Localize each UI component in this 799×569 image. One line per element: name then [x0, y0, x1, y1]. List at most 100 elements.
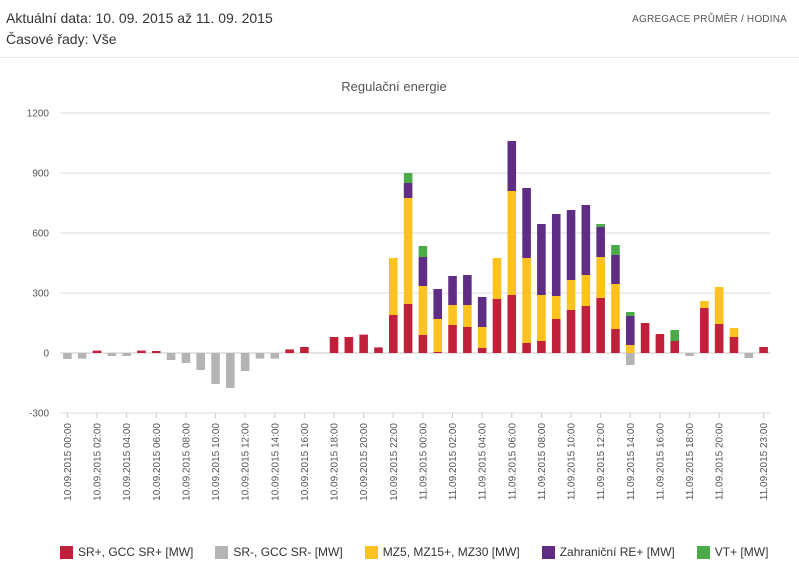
- bar-segment[interactable]: [625, 353, 635, 365]
- bar-segment[interactable]: [344, 337, 354, 353]
- bar-segment[interactable]: [418, 246, 428, 257]
- bar-segment[interactable]: [507, 295, 517, 353]
- bar-segment[interactable]: [611, 245, 620, 255]
- bar-segment[interactable]: [566, 280, 576, 310]
- bar-segment[interactable]: [270, 353, 280, 359]
- bar-segment[interactable]: [625, 312, 635, 316]
- bar-segment[interactable]: [492, 258, 502, 299]
- bar-segment[interactable]: [403, 304, 413, 353]
- bar-segment[interactable]: [507, 191, 517, 295]
- bar-segment[interactable]: [611, 329, 620, 353]
- bar-segment[interactable]: [388, 315, 398, 353]
- bar-segment[interactable]: [507, 141, 517, 191]
- bar-segment[interactable]: [566, 310, 576, 353]
- bar-segment[interactable]: [611, 284, 620, 329]
- bar-segment[interactable]: [63, 353, 72, 359]
- bar-segment[interactable]: [240, 353, 250, 371]
- bar-segment[interactable]: [448, 276, 457, 305]
- bar-segment[interactable]: [640, 323, 650, 353]
- bar-segment[interactable]: [714, 287, 724, 324]
- bar-segment[interactable]: [463, 275, 472, 305]
- bar-segment[interactable]: [477, 327, 487, 348]
- bar-segment[interactable]: [403, 198, 413, 304]
- x-tick-label: 10.09.2015 08:00: [181, 423, 192, 501]
- bar-segment[interactable]: [137, 350, 146, 353]
- legend-item[interactable]: VT+ [MW]: [696, 545, 768, 559]
- bar-segment[interactable]: [700, 308, 709, 353]
- legend-item[interactable]: SR-, GCC SR- [MW]: [215, 545, 343, 559]
- bar-segment[interactable]: [181, 353, 191, 363]
- bar-segment[interactable]: [522, 188, 531, 258]
- bar-segment[interactable]: [122, 353, 131, 356]
- bar-segment[interactable]: [463, 327, 472, 353]
- bar-segment[interactable]: [433, 319, 443, 352]
- bar-segment[interactable]: [151, 351, 161, 353]
- bar-segment[interactable]: [537, 295, 546, 341]
- bar-segment[interactable]: [418, 335, 428, 353]
- bar-segment[interactable]: [566, 210, 576, 280]
- bar-segment[interactable]: [581, 306, 591, 353]
- bar-segment[interactable]: [700, 301, 709, 308]
- bar-segment[interactable]: [596, 224, 605, 227]
- bar-segment[interactable]: [551, 214, 561, 296]
- bar-segment[interactable]: [670, 341, 680, 353]
- legend-item[interactable]: MZ5, MZ15+, MZ30 [MW]: [364, 545, 520, 559]
- aggregation-label[interactable]: AGREGACE PRŮMĚR / HODINA: [632, 14, 787, 25]
- bar-segment[interactable]: [581, 275, 591, 306]
- x-tick-label: 10.09.2015 00:00: [63, 423, 74, 501]
- bar-segment[interactable]: [522, 343, 531, 353]
- legend-label: Zahraniční RE+ [MW]: [559, 545, 675, 559]
- bar-segment[interactable]: [403, 183, 413, 198]
- bar-segment[interactable]: [418, 286, 428, 335]
- bar-segment[interactable]: [625, 316, 635, 345]
- bar-segment[interactable]: [403, 173, 413, 183]
- bar-segment[interactable]: [477, 348, 487, 353]
- bar-segment[interactable]: [107, 353, 117, 356]
- bar-segment[interactable]: [300, 347, 309, 353]
- bar-segment[interactable]: [581, 205, 591, 275]
- bar-segment[interactable]: [329, 337, 339, 353]
- bar-segment[interactable]: [374, 347, 383, 353]
- x-tick-label: 11.09.2015 06:00: [507, 423, 518, 501]
- bar-segment[interactable]: [166, 353, 176, 360]
- bar-segment[interactable]: [744, 353, 754, 358]
- bar-segment[interactable]: [714, 324, 724, 353]
- bar-segment[interactable]: [433, 352, 443, 353]
- bar-segment[interactable]: [492, 299, 502, 353]
- bar-segment[interactable]: [92, 350, 102, 353]
- y-tick-label: 1200: [27, 109, 50, 120]
- bar-segment[interactable]: [359, 334, 368, 353]
- bar-segment[interactable]: [448, 325, 457, 353]
- bar-segment[interactable]: [388, 258, 398, 315]
- bar-segment[interactable]: [537, 224, 546, 295]
- bar-segment[interactable]: [211, 353, 220, 384]
- bar-segment[interactable]: [196, 353, 206, 370]
- bar-segment[interactable]: [596, 298, 605, 353]
- bar-segment[interactable]: [551, 319, 561, 353]
- bar-segment[interactable]: [670, 330, 680, 341]
- bar-segment[interactable]: [596, 257, 605, 298]
- bar-segment[interactable]: [226, 353, 235, 388]
- bar-segment[interactable]: [433, 289, 443, 319]
- bar-segment[interactable]: [477, 297, 487, 327]
- bar-segment[interactable]: [418, 257, 428, 286]
- bar-segment[interactable]: [77, 353, 87, 359]
- bar-segment[interactable]: [537, 341, 546, 353]
- bar-segment[interactable]: [655, 334, 665, 353]
- bar-segment[interactable]: [596, 227, 605, 257]
- bar-segment[interactable]: [255, 353, 265, 359]
- bar-segment[interactable]: [285, 349, 294, 353]
- legend-item[interactable]: Zahraniční RE+ [MW]: [541, 545, 675, 559]
- bar-segment[interactable]: [448, 305, 457, 325]
- bar-segment[interactable]: [685, 353, 694, 356]
- bar-segment[interactable]: [625, 345, 635, 353]
- bar-segment[interactable]: [463, 305, 472, 327]
- y-tick-label: 600: [32, 229, 49, 240]
- legend-item[interactable]: SR+, GCC SR+ [MW]: [60, 545, 193, 559]
- bar-segment[interactable]: [729, 337, 739, 353]
- bar-segment[interactable]: [551, 296, 561, 319]
- bar-segment[interactable]: [759, 347, 768, 353]
- bar-segment[interactable]: [729, 328, 739, 337]
- bar-segment[interactable]: [522, 258, 531, 343]
- bar-segment[interactable]: [611, 255, 620, 284]
